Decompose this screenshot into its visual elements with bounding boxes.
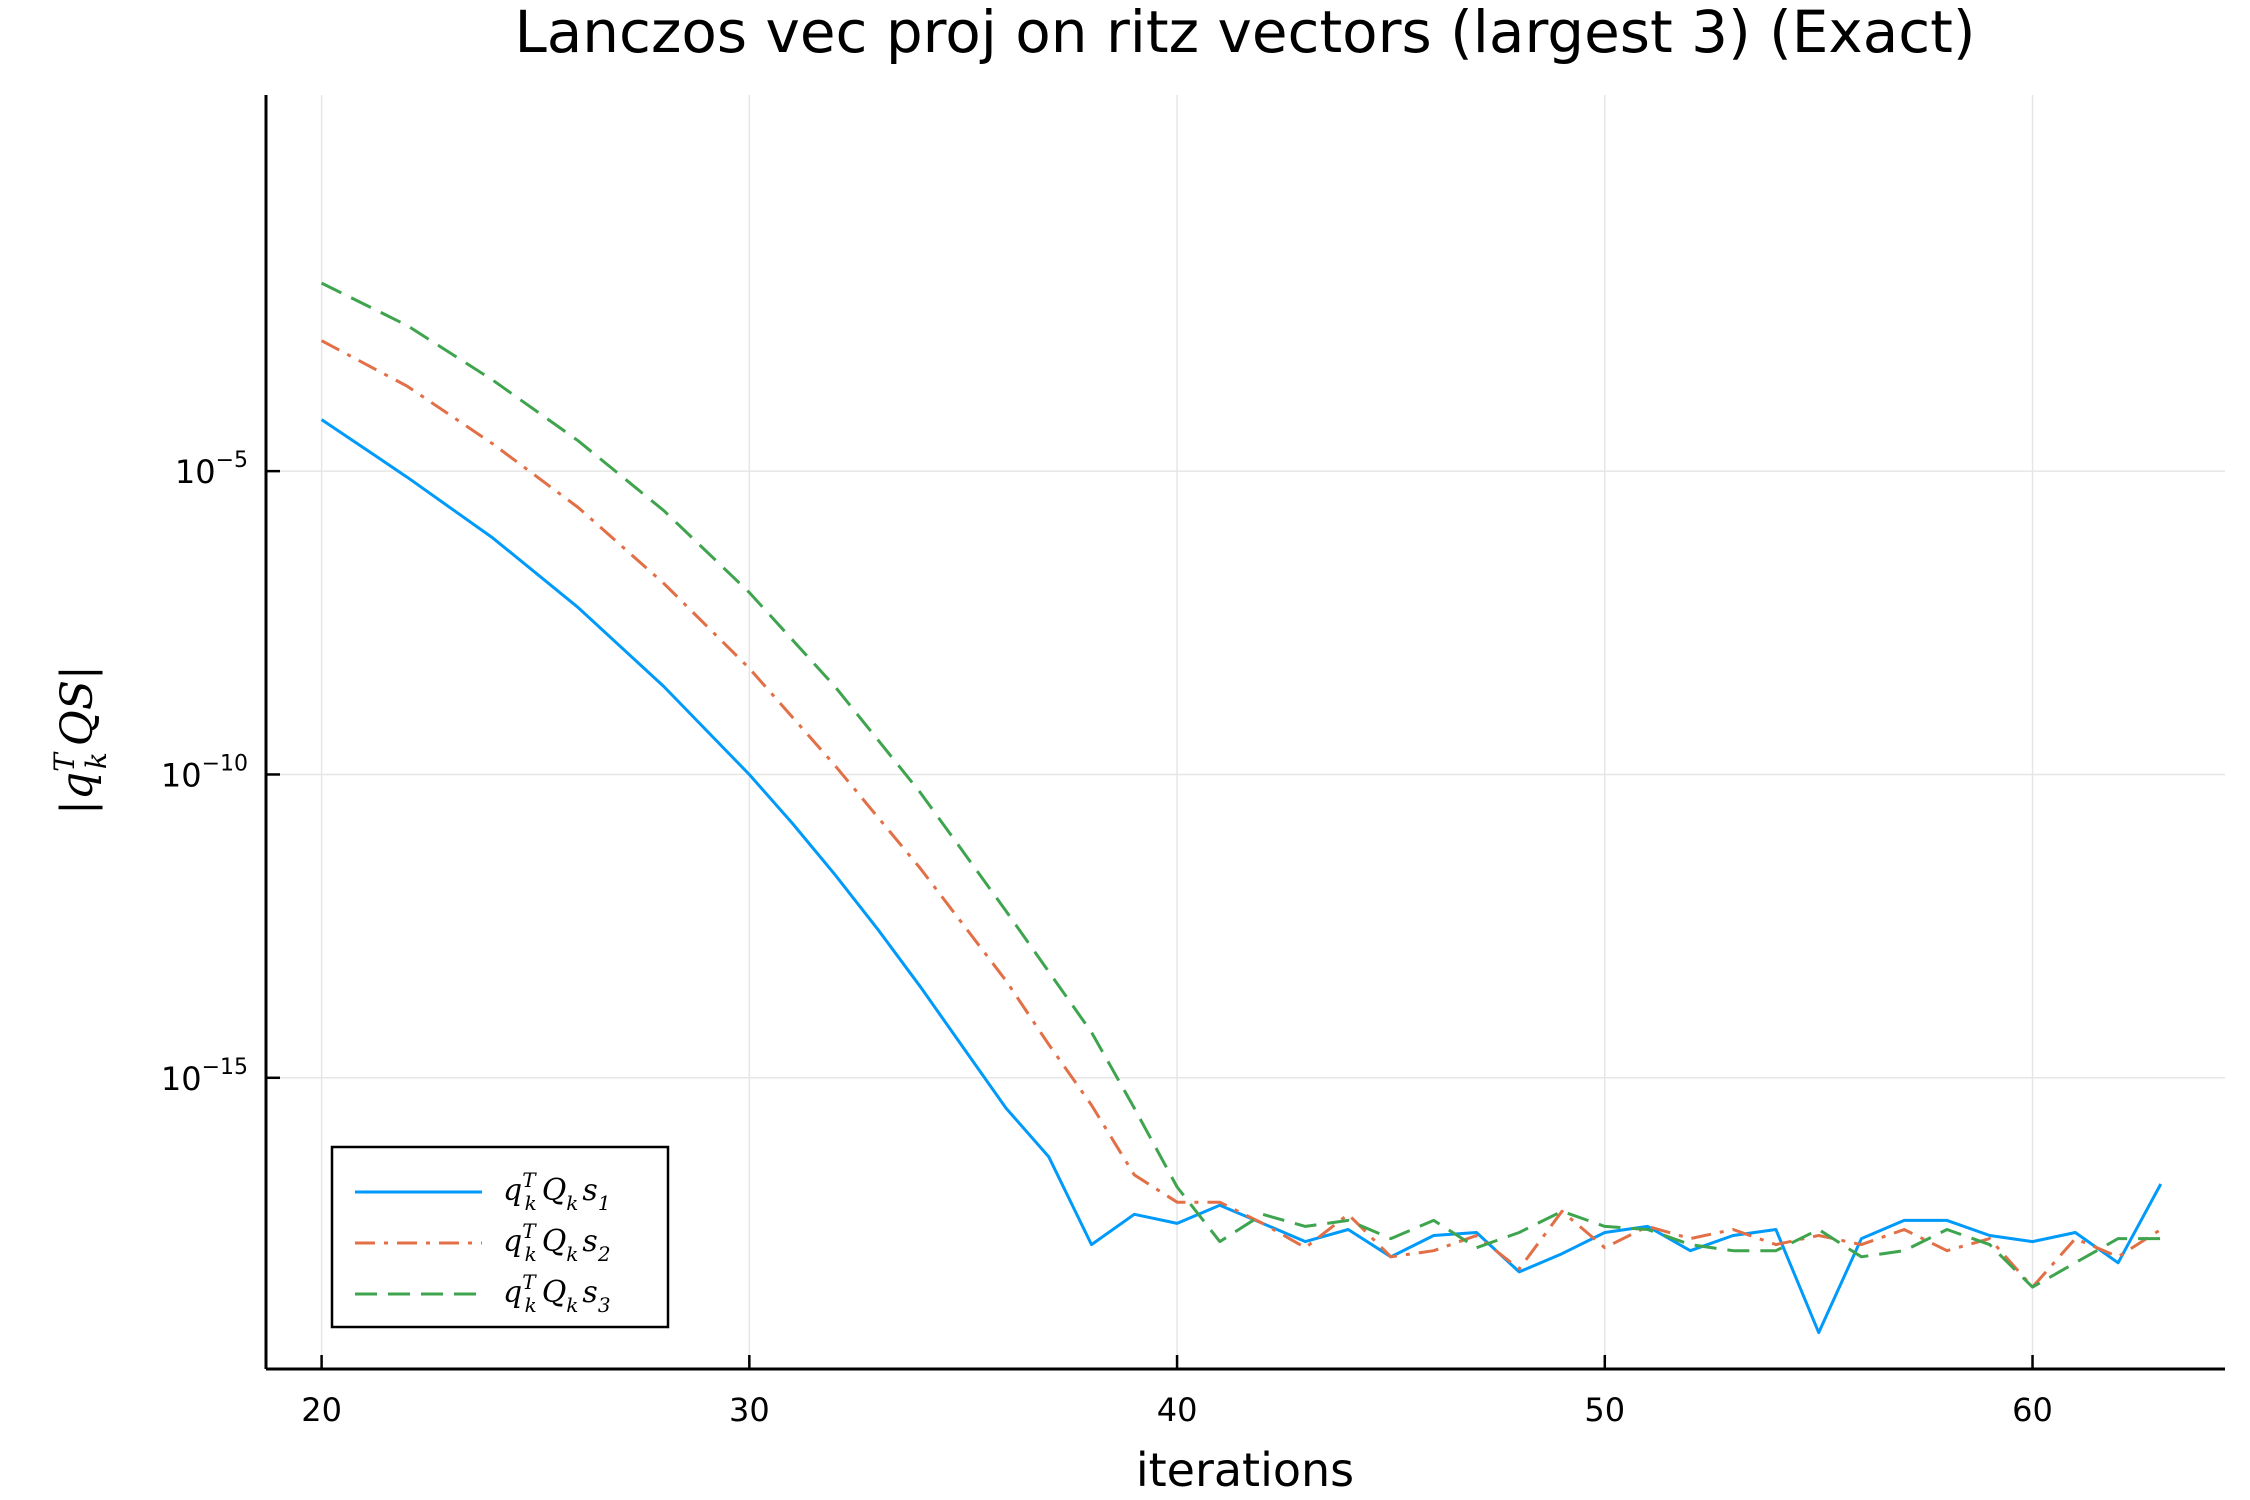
y-ticks: 10−5 10−10 10−15 bbox=[161, 448, 280, 1098]
series-line-1 bbox=[320, 418, 2163, 1335]
y-axis-label: |qTkQS| bbox=[48, 665, 113, 815]
series-line-2 bbox=[320, 339, 2162, 1289]
chart-title: Lanczos vec proj on ritz vectors (larges… bbox=[514, 0, 1975, 66]
x-ticks: 20 30 40 50 60 bbox=[301, 1355, 2053, 1429]
y-tick-label: 10−10 bbox=[161, 751, 248, 794]
y-tick-label: 10−15 bbox=[161, 1055, 248, 1098]
series-line-3 bbox=[320, 281, 2161, 1289]
x-tick-label: 30 bbox=[729, 1391, 770, 1429]
x-tick-label: 60 bbox=[2012, 1391, 2053, 1429]
x-tick-label: 50 bbox=[1584, 1391, 1625, 1429]
x-axis-label: iterations bbox=[1136, 1443, 1354, 1497]
x-tick-label: 20 bbox=[301, 1391, 342, 1429]
grid bbox=[266, 95, 2225, 1369]
legend-label-1: qT k Qk s1 bbox=[503, 1168, 611, 1215]
legend-box bbox=[330, 1145, 670, 1329]
y-tick-label: 10−5 bbox=[175, 448, 248, 491]
legend-label-3: qT k Qk s3 bbox=[503, 1270, 611, 1317]
axes bbox=[264, 95, 2225, 1371]
x-tick-label: 40 bbox=[1157, 1391, 1198, 1429]
series-group bbox=[320, 281, 2163, 1335]
legend-label-2: qT k Qk s2 bbox=[503, 1219, 611, 1266]
